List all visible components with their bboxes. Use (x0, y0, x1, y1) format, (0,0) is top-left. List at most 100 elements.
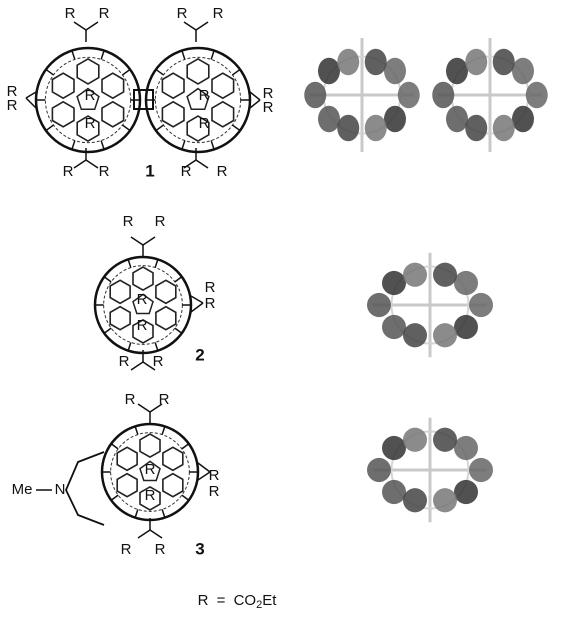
bond (196, 160, 208, 168)
substituent: R (209, 483, 220, 500)
bond (184, 22, 196, 30)
orbital-lobe (454, 315, 478, 339)
orbital-lobe (433, 488, 457, 512)
orbital-lobe (469, 458, 493, 482)
pyrrolidine (66, 452, 104, 525)
cage-bond (182, 444, 189, 449)
substituent: R (177, 5, 188, 22)
cage-bond (162, 509, 165, 517)
substituent: R (199, 115, 210, 132)
bond (131, 362, 143, 370)
orbital-lobe (337, 115, 359, 141)
bond (26, 92, 36, 98)
cage-bond (182, 495, 189, 500)
orbital-lobe (465, 115, 487, 141)
cage-ring (156, 280, 176, 303)
figure: R = CO2Et RRRRRRRRRRRRRRRR1RRRRRRRR2RRRR… (0, 0, 571, 616)
substituent: R (145, 487, 156, 504)
bond (26, 98, 36, 108)
cage-ring (140, 434, 160, 457)
methyl: Me (12, 481, 33, 498)
cage-ring (77, 59, 99, 84)
orbital-lobe (337, 49, 359, 75)
cage-bond (175, 328, 182, 333)
orbital-lobe (398, 82, 420, 108)
footnote-r: R (198, 592, 209, 609)
substituent: R (119, 353, 130, 370)
substituent: R (7, 97, 18, 114)
cage-bond (135, 426, 138, 434)
orbital-lobe (403, 263, 427, 287)
cage-ring (212, 102, 234, 127)
footnote-formula: CO (234, 592, 257, 609)
orbital-lobe (367, 293, 391, 317)
orbital-lobe (384, 58, 406, 84)
substituent: R (121, 541, 132, 558)
cage-ring (156, 307, 176, 330)
cage-bond (155, 342, 158, 350)
substituent: R (99, 5, 110, 22)
orbital-lobe (469, 293, 493, 317)
substituent: R (123, 213, 134, 230)
orbital-lobe (433, 263, 457, 287)
orbital-lobe (403, 428, 427, 452)
orbital-lobe (446, 106, 468, 132)
orbital-lobe (384, 106, 406, 132)
orbital-lobe (382, 315, 406, 339)
substituent: R (217, 163, 228, 180)
substituent: R (181, 163, 192, 180)
cage-bond (104, 328, 111, 333)
footnote: R = CO2Et (198, 592, 278, 611)
cage-ring (187, 59, 209, 84)
bond (250, 100, 260, 108)
bond (131, 237, 143, 245)
substituent: R (85, 115, 96, 132)
cage-ring (162, 102, 184, 127)
cage-bond (128, 259, 131, 267)
orbital-lobe (493, 115, 515, 141)
substituent: R (137, 317, 148, 334)
orbital-lobe (454, 480, 478, 504)
bond (74, 22, 86, 30)
cage-bond (175, 277, 182, 282)
bond (86, 160, 98, 168)
orbital-picture (432, 38, 548, 152)
orbital-lobe (446, 58, 468, 84)
substituent: R (137, 291, 148, 308)
bond (250, 92, 260, 100)
bond (86, 22, 98, 30)
bond (150, 530, 162, 538)
orbital-lobe (382, 271, 406, 295)
bond (143, 237, 155, 245)
cage-bond (182, 141, 185, 150)
substituent: R (99, 163, 110, 180)
cage-bond (72, 51, 75, 60)
bond (138, 530, 150, 538)
substituent: R (159, 391, 170, 408)
orbital-lobe (365, 49, 387, 75)
orbital-lobe (318, 106, 340, 132)
compound-label: 1 (145, 161, 154, 180)
cage-ring (52, 102, 74, 127)
compound-label: 2 (195, 345, 204, 364)
bond (138, 404, 150, 412)
cage-bond (104, 277, 111, 282)
cage-ring (212, 73, 234, 98)
cage-bond (122, 69, 130, 75)
orbital-lobe (454, 271, 478, 295)
orbital-lobe (526, 82, 548, 108)
substituent: R (213, 5, 224, 22)
cage-bond (111, 495, 118, 500)
substituent: R (199, 87, 210, 104)
cage-bond (111, 444, 118, 449)
cage-bond (101, 141, 104, 150)
cage-ring (110, 280, 130, 303)
substituent: R (153, 353, 164, 370)
orbital-lobe (365, 115, 387, 141)
orbital-lobe (403, 488, 427, 512)
orbital-lobe (454, 436, 478, 460)
orbital-picture (367, 253, 493, 358)
orbital-lobe (512, 58, 534, 84)
orbital-lobe (433, 428, 457, 452)
substituent: R (155, 213, 166, 230)
